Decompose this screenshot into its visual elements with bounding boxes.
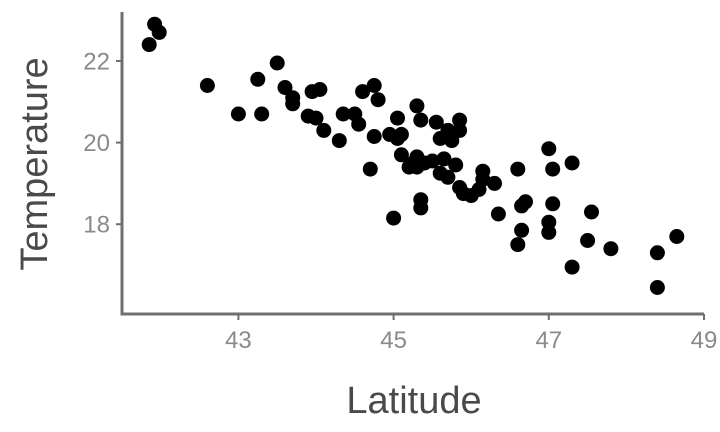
data-point: [603, 241, 619, 257]
data-point: [362, 161, 378, 177]
data-point: [366, 78, 382, 93]
x-axis-title: Latitude: [346, 380, 481, 422]
data-point: [413, 112, 429, 128]
data-point: [541, 224, 557, 240]
data-point: [285, 90, 301, 106]
data-point: [269, 55, 285, 71]
data-point: [440, 169, 456, 185]
data-point: [393, 126, 409, 142]
data-point: [141, 37, 157, 53]
data-point: [413, 200, 429, 216]
data-point: [584, 204, 599, 220]
data-point: [308, 110, 324, 126]
data-point: [580, 233, 596, 248]
data-point: [649, 245, 665, 261]
data-point: [487, 175, 502, 191]
data-point: [390, 110, 405, 126]
data-point: [545, 161, 561, 177]
data-point: [250, 71, 266, 87]
data-point: [151, 24, 167, 40]
points-layer: [141, 16, 685, 295]
data-point: [490, 206, 506, 222]
y-tick-label: 20: [83, 130, 110, 157]
data-point: [386, 210, 402, 226]
data-point: [452, 122, 468, 138]
data-point: [254, 106, 270, 122]
data-point: [409, 98, 425, 114]
data-point: [541, 141, 557, 157]
data-point: [199, 78, 215, 93]
data-point: [444, 133, 460, 149]
data-point: [545, 196, 561, 212]
data-point: [452, 112, 468, 128]
data-point: [351, 116, 367, 132]
data-point: [370, 92, 386, 108]
x-tick-label: 49: [691, 327, 718, 354]
data-point: [428, 114, 444, 130]
data-point: [366, 129, 382, 144]
data-point: [335, 106, 351, 122]
x-ticks: 43 45 47 49: [225, 314, 717, 354]
data-point: [393, 147, 409, 163]
data-point: [277, 80, 293, 95]
data-point: [448, 157, 464, 173]
data-point: [669, 229, 685, 244]
data-point: [514, 222, 530, 238]
data-point: [355, 84, 371, 100]
data-point: [475, 163, 491, 179]
data-point: [436, 151, 452, 167]
x-tick-label: 45: [380, 327, 407, 354]
data-point: [316, 122, 332, 138]
data-point: [230, 106, 246, 122]
data-point: [510, 237, 526, 253]
y-tick-label: 22: [83, 48, 110, 75]
data-point: [649, 280, 665, 295]
axes-layer: [120, 12, 704, 316]
data-point: [564, 259, 580, 275]
y-axis-title: Temperature: [14, 57, 56, 270]
data-point: [424, 153, 440, 169]
data-point: [518, 194, 533, 210]
data-point: [312, 82, 328, 97]
data-point: [510, 161, 526, 177]
y-ticks: 18 20 22: [83, 48, 122, 239]
x-tick-label: 43: [225, 327, 252, 354]
x-tick-label: 47: [535, 327, 562, 354]
data-point: [564, 155, 580, 171]
data-point: [331, 133, 347, 149]
y-tick-label: 18: [83, 212, 110, 239]
